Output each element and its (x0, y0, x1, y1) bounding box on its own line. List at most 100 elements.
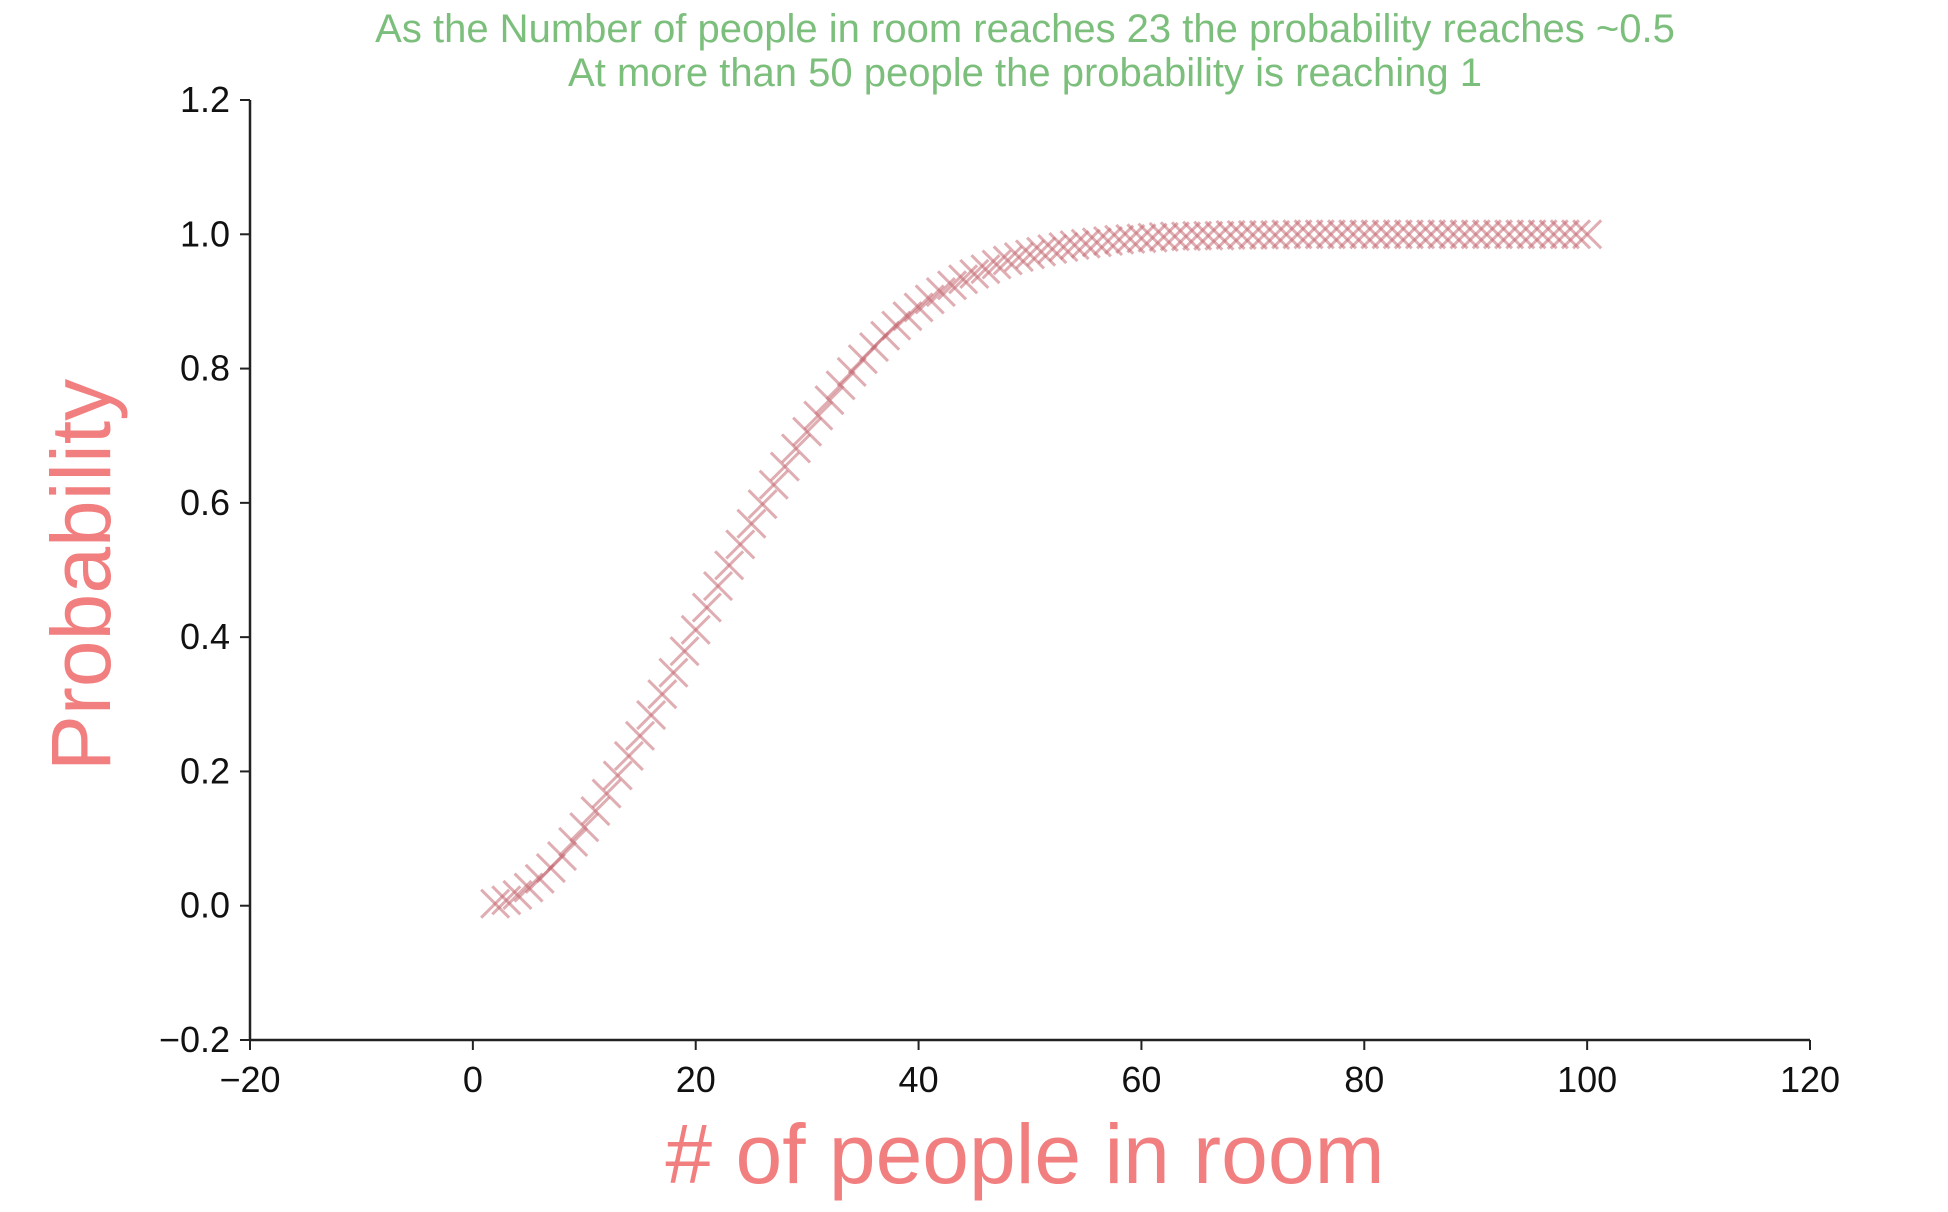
data-point-marker (1193, 220, 1224, 251)
data-point-marker (1427, 219, 1458, 250)
data-point-marker (702, 571, 734, 602)
y-axis-label: Probability (34, 379, 128, 771)
data-point-marker (1304, 219, 1335, 250)
x-tick-label: 100 (1557, 1059, 1617, 1100)
x-tick-label: 40 (899, 1059, 939, 1100)
data-point-marker (747, 489, 778, 520)
x-tick-label: 0 (463, 1059, 483, 1100)
data-point-marker (1260, 219, 1291, 251)
data-point-marker (1516, 219, 1547, 250)
data-point-marker (546, 840, 578, 872)
data-point-marker (1371, 219, 1402, 250)
data-point-marker (1215, 219, 1246, 251)
data-point-marker (1282, 219, 1313, 250)
data-point-marker (602, 760, 633, 791)
data-point-marker (1315, 219, 1346, 250)
data-point-marker (1104, 224, 1135, 255)
data-point-marker (624, 720, 656, 751)
y-axis-ticks: −0.2 0.0 0.2 0.4 0.6 0.8 1.0 1.2 (159, 79, 250, 1060)
axes (248, 100, 1810, 1042)
data-point-marker (714, 550, 745, 581)
data-point-marker (1360, 219, 1391, 250)
data-point-marker (569, 812, 600, 843)
data-point-marker (647, 679, 678, 710)
data-point-marker (992, 245, 1023, 276)
data-point-marker (1170, 221, 1202, 252)
data-point-marker (792, 416, 823, 447)
y-tick-label: 1.2 (180, 79, 230, 120)
data-point-marker (1326, 219, 1358, 250)
data-point-marker (1438, 219, 1469, 250)
data-point-marker (680, 614, 711, 645)
data-point-marker (1182, 220, 1213, 251)
data-point-marker (1226, 219, 1257, 251)
x-tick-label: 120 (1780, 1059, 1840, 1100)
data-point-marker (981, 249, 1012, 280)
data-point-marker (1494, 219, 1525, 250)
data-point-marker (1248, 219, 1280, 251)
data-point-marker (591, 778, 622, 809)
data-point-marker (1471, 219, 1502, 250)
data-point-marker (803, 400, 834, 431)
y-tick-label: 0.2 (180, 750, 230, 791)
data-point-marker (1482, 219, 1514, 250)
data-point-marker (558, 826, 589, 857)
title-line-2: At more than 50 people the probability i… (568, 51, 1482, 95)
data-point-marker (1538, 219, 1569, 250)
data-point-marker (1271, 219, 1302, 250)
data-point-marker (825, 370, 856, 401)
data-point-marker (769, 451, 800, 482)
data-point-marker (1293, 219, 1324, 250)
x-axis-ticks: −20 0 20 40 60 80 100 120 (219, 1040, 1840, 1100)
data-point-marker (491, 885, 522, 916)
data-point-marker (1126, 223, 1157, 254)
data-point-marker (1505, 219, 1536, 250)
data-point-marker (1137, 222, 1168, 253)
x-tick-label: 60 (1121, 1059, 1161, 1100)
y-tick-label: −0.2 (159, 1019, 230, 1060)
data-point-marker (658, 657, 689, 688)
x-tick-label: 80 (1344, 1059, 1384, 1100)
data-point-marker (1338, 219, 1369, 250)
data-point-marker (736, 508, 767, 539)
data-point-marker (1404, 219, 1436, 250)
data-point-marker (1416, 219, 1447, 250)
data-point-marker (1572, 219, 1603, 250)
data-point-marker (691, 592, 722, 623)
data-point-marker (1115, 223, 1146, 255)
y-tick-label: 1.0 (180, 213, 230, 254)
data-point-marker (1549, 219, 1580, 250)
data-point-marker (1449, 219, 1480, 250)
y-tick-label: 0.4 (180, 616, 230, 657)
y-tick-label: 0.0 (180, 885, 230, 926)
data-point-marker (1237, 219, 1268, 251)
data-point-marker (613, 740, 644, 772)
data-point-marker (948, 264, 979, 295)
data-points (480, 219, 1603, 919)
x-tick-label: 20 (676, 1059, 716, 1100)
data-point-marker (1349, 219, 1380, 250)
x-axis-label: # of people in room (665, 1107, 1384, 1201)
data-point-marker (780, 433, 812, 464)
data-point-marker (1560, 219, 1592, 250)
data-point-marker (1460, 219, 1491, 250)
data-point-marker (959, 258, 990, 289)
data-point-marker (636, 699, 667, 731)
data-point-marker (580, 795, 611, 827)
title-line-1: As the Number of people in room reaches … (375, 7, 1675, 51)
data-point-marker (1204, 220, 1235, 251)
data-point-marker (725, 529, 756, 560)
x-tick-label: −20 (219, 1059, 280, 1100)
chart-title: As the Number of people in room reaches … (375, 7, 1675, 95)
data-point-marker (758, 469, 789, 500)
data-point-marker (970, 254, 1001, 285)
data-point-marker (1148, 221, 1179, 253)
data-point-marker (480, 888, 511, 919)
data-point-marker (1159, 221, 1190, 252)
data-point-marker (1382, 219, 1413, 250)
data-point-marker (1393, 219, 1424, 250)
data-point-marker (814, 385, 845, 416)
y-tick-label: 0.8 (180, 348, 230, 389)
